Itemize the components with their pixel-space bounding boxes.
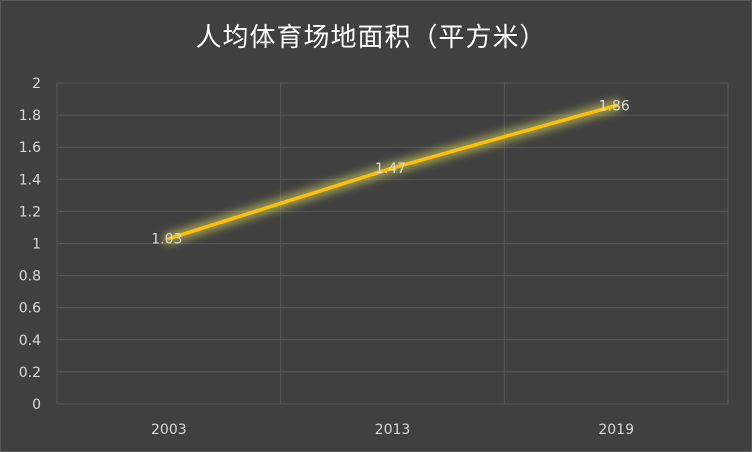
x-tick-label: 2013 [375, 422, 411, 438]
series-layer [162, 99, 623, 245]
y-tick-label: 0 [32, 397, 41, 413]
data-labels: 1.03 1.47 1.86 [151, 98, 630, 247]
y-tick-label: 1.2 [19, 204, 41, 220]
y-tick-label: 0.8 [19, 269, 41, 285]
data-label: 1.47 [375, 161, 406, 177]
y-tick-label: 2 [32, 76, 41, 92]
chart-title: 人均体育场地面积（平方米） [195, 23, 547, 53]
y-tick-label: 0.6 [19, 301, 41, 317]
y-tick-label: 0.2 [19, 365, 41, 381]
y-axis-ticks: 0 0.2 0.4 0.6 0.8 1 1.2 1.4 1.6 1.8 2 [19, 76, 41, 413]
y-tick-label: 1.4 [19, 172, 41, 188]
y-tick-label: 1.8 [19, 108, 41, 124]
data-label: 1.03 [151, 232, 182, 248]
gridlines [56, 82, 729, 405]
y-tick-label: 1.6 [19, 140, 41, 156]
data-label: 1.86 [599, 98, 630, 114]
x-axis-ticks: 2003 2013 2019 [151, 422, 634, 438]
y-tick-label: 1 [32, 237, 41, 253]
x-tick-label: 2019 [598, 422, 634, 438]
x-tick-label: 2003 [151, 422, 187, 438]
y-tick-label: 0.4 [19, 333, 41, 349]
series-line [167, 103, 618, 241]
